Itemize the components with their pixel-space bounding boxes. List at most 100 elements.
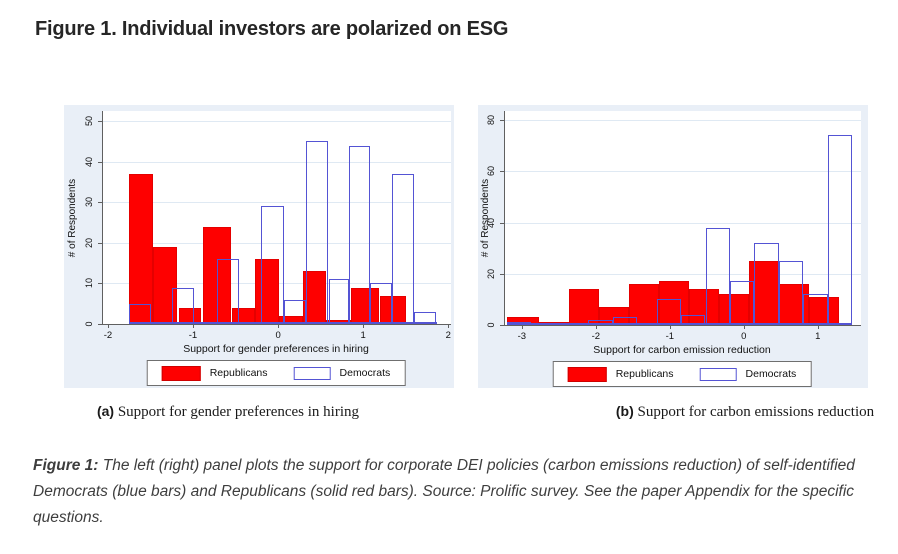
democrat-bar — [129, 303, 152, 324]
x-tick — [669, 325, 671, 329]
legend-label-democrats: Democrats — [745, 368, 797, 380]
y-axis-label: # of Respondents — [67, 178, 78, 257]
x-tick — [193, 324, 194, 328]
x-tick — [448, 324, 450, 328]
republican-bar — [658, 281, 690, 325]
x-tick-label: -1 — [188, 330, 198, 341]
subcaption-b: (b) Support for carbon emissions reducti… — [592, 403, 898, 421]
gridline — [103, 202, 451, 204]
y-tick-label: 0 — [486, 322, 496, 328]
y-tick-label: 80 — [486, 115, 496, 126]
democrat-bar — [370, 283, 393, 324]
democrat-bar — [803, 294, 828, 325]
gridline — [505, 171, 861, 173]
democrat-bar — [827, 135, 853, 325]
y-tick — [500, 171, 504, 173]
chart-panel-b: -3 -2 -1 0 1 0 20 40 60 80 Support for carbon emis… — [478, 105, 868, 388]
gridline — [103, 242, 451, 244]
gridline — [505, 222, 861, 224]
gridline — [103, 121, 451, 123]
democrat-bar — [587, 319, 614, 325]
y-tick-label: 30 — [84, 197, 94, 208]
x-tick — [817, 325, 819, 329]
subcaption-a-text: Support for gender preferences in hiring — [114, 404, 360, 420]
subcaption-a-label: (a) — [96, 403, 115, 419]
y-axis-label: # of Respondents — [480, 178, 491, 258]
democrat-bar — [328, 279, 349, 324]
y-tick — [500, 325, 504, 326]
y-tick — [98, 202, 102, 204]
x-tick — [743, 325, 745, 329]
democrat-bar — [284, 299, 307, 324]
legend-box: Republicans Democrats — [552, 361, 812, 387]
republican-bar — [718, 294, 750, 325]
legend-swatch-republicans — [567, 366, 607, 382]
democrat-bar — [348, 145, 371, 324]
republican-bar — [129, 173, 154, 324]
x-tick — [108, 324, 109, 328]
democrat-bar — [217, 259, 240, 324]
y-tick-label: 20 — [84, 237, 94, 248]
y-tick-label: 40 — [84, 156, 94, 167]
legend-swatch-republicans — [161, 365, 201, 381]
y-tick — [98, 121, 102, 123]
x-tick-label: 2 — [445, 330, 451, 341]
x-axis-label: Support for gender preferences in hiring — [183, 343, 369, 355]
y-tick-label: 0 — [84, 321, 94, 327]
democrat-bar — [778, 260, 804, 325]
x-tick-label: 1 — [815, 331, 821, 342]
chart-panels-row: -2 -1 0 1 2 0 10 20 30 40 50 Support for gender pre… — [64, 105, 868, 388]
legend-swatch-democrats — [699, 367, 737, 381]
y-tick — [500, 273, 504, 275]
y-tick-label: 10 — [84, 278, 94, 289]
democrat-bar — [392, 173, 415, 324]
democrat-bar — [261, 206, 285, 324]
gridline — [103, 161, 451, 163]
x-tick-label: 1 — [360, 330, 366, 341]
x-tick-label: -2 — [103, 330, 113, 341]
republican-bar — [689, 289, 719, 325]
subcaption-b-text: Support for carbon emissions reduction — [633, 404, 875, 420]
legend-box: Republicans Democrats — [146, 360, 406, 386]
democrat-bar — [705, 227, 730, 325]
democrat-baseline — [506, 323, 853, 325]
figure-caption-lead: Figure 1: — [33, 457, 99, 474]
legend-label-democrats: Democrats — [339, 367, 391, 379]
x-axis-label: Support for carbon emission reduction — [593, 344, 771, 356]
y-tick-label: 50 — [84, 116, 94, 127]
democrat-bar — [506, 322, 531, 325]
x-tick — [595, 325, 597, 329]
democrat-bar — [754, 243, 779, 325]
x-tick — [521, 325, 523, 329]
x-tick-label: -3 — [517, 331, 527, 342]
democrat-bar — [171, 287, 194, 324]
y-tick — [98, 242, 102, 244]
x-tick-label: -2 — [591, 331, 601, 342]
x-tick-label: 0 — [741, 331, 747, 342]
legend-label-republicans: Republicans — [615, 368, 674, 380]
legend-swatch-democrats — [293, 366, 331, 380]
figure-caption-body: The left (right) panel plots the support… — [33, 457, 855, 526]
y-tick — [500, 120, 504, 121]
x-tick-label: -1 — [665, 331, 675, 342]
figure-caption: Figure 1: The left (right) panel plots t… — [33, 453, 869, 531]
subcaption-a: (a) Support for gender preferences in hi… — [0, 403, 456, 421]
y-tick — [98, 161, 102, 163]
y-tick — [98, 283, 102, 285]
democrat-bar — [681, 314, 706, 325]
gridline — [505, 120, 861, 121]
y-tick — [98, 324, 102, 325]
x-tick — [363, 324, 365, 328]
democrat-bar — [656, 299, 682, 325]
democrat-bar — [306, 141, 329, 324]
legend-label-republicans: Republicans — [209, 367, 268, 379]
figure-title: Figure 1. Individual investors are polar… — [35, 18, 509, 40]
democrat-baseline — [129, 322, 437, 324]
y-tick — [500, 222, 504, 224]
x-tick — [278, 324, 280, 328]
gridline — [505, 273, 861, 275]
democrat-bar — [414, 311, 437, 324]
plot-area — [102, 111, 451, 325]
x-tick-label: 0 — [275, 330, 281, 341]
